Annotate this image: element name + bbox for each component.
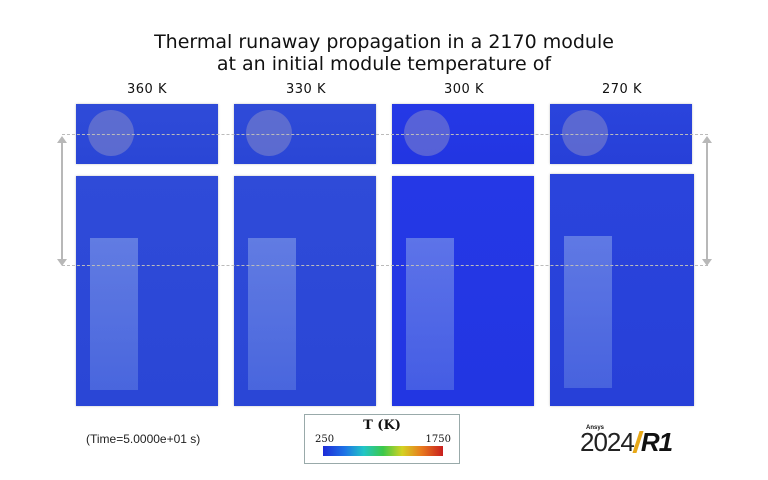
release-year: 2024 bbox=[580, 427, 635, 457]
legend-colorbar bbox=[323, 446, 443, 456]
column-label-270k: 270 K bbox=[602, 82, 642, 97]
cell-side-hotspot bbox=[90, 238, 138, 390]
side-view-330k bbox=[234, 176, 376, 406]
column-label-330k: 330 K bbox=[286, 82, 326, 97]
upper-reference-line bbox=[62, 134, 708, 135]
release-version: R1 bbox=[640, 427, 673, 457]
simulation-time-label: (Time=5.0000e+01 s) bbox=[86, 432, 201, 446]
cell-top-hotspot bbox=[404, 110, 450, 156]
ansys-brand-text: Ansys bbox=[586, 425, 605, 431]
right-span-arrow-icon bbox=[702, 136, 712, 266]
column-label-300k: 300 K bbox=[444, 82, 484, 97]
temperature-color-legend: T (K) 250 1750 bbox=[304, 414, 460, 464]
cell-side-hotspot bbox=[564, 236, 612, 388]
figure-title-line-1: Thermal runaway propagation in a 2170 mo… bbox=[154, 31, 614, 53]
cell-top-hotspot bbox=[562, 110, 608, 156]
legend-min-value: 250 bbox=[315, 434, 335, 445]
column-label-360k: 360 K bbox=[127, 82, 167, 97]
side-view-300k bbox=[392, 176, 534, 406]
legend-max-value: 1750 bbox=[425, 434, 451, 445]
legend-title: T (K) bbox=[363, 418, 401, 433]
side-view-270k bbox=[550, 174, 694, 406]
left-span-arrow-icon bbox=[57, 136, 67, 266]
cell-top-hotspot bbox=[88, 110, 134, 156]
cell-side-hotspot bbox=[406, 238, 454, 390]
release-logo: 2024 R1 bbox=[580, 427, 673, 458]
side-view-360k bbox=[76, 176, 218, 406]
cell-top-hotspot bbox=[246, 110, 292, 156]
cell-side-hotspot bbox=[248, 238, 296, 390]
figure-title-line-2: at an initial module temperature of bbox=[216, 53, 552, 75]
lower-reference-line bbox=[62, 265, 708, 266]
